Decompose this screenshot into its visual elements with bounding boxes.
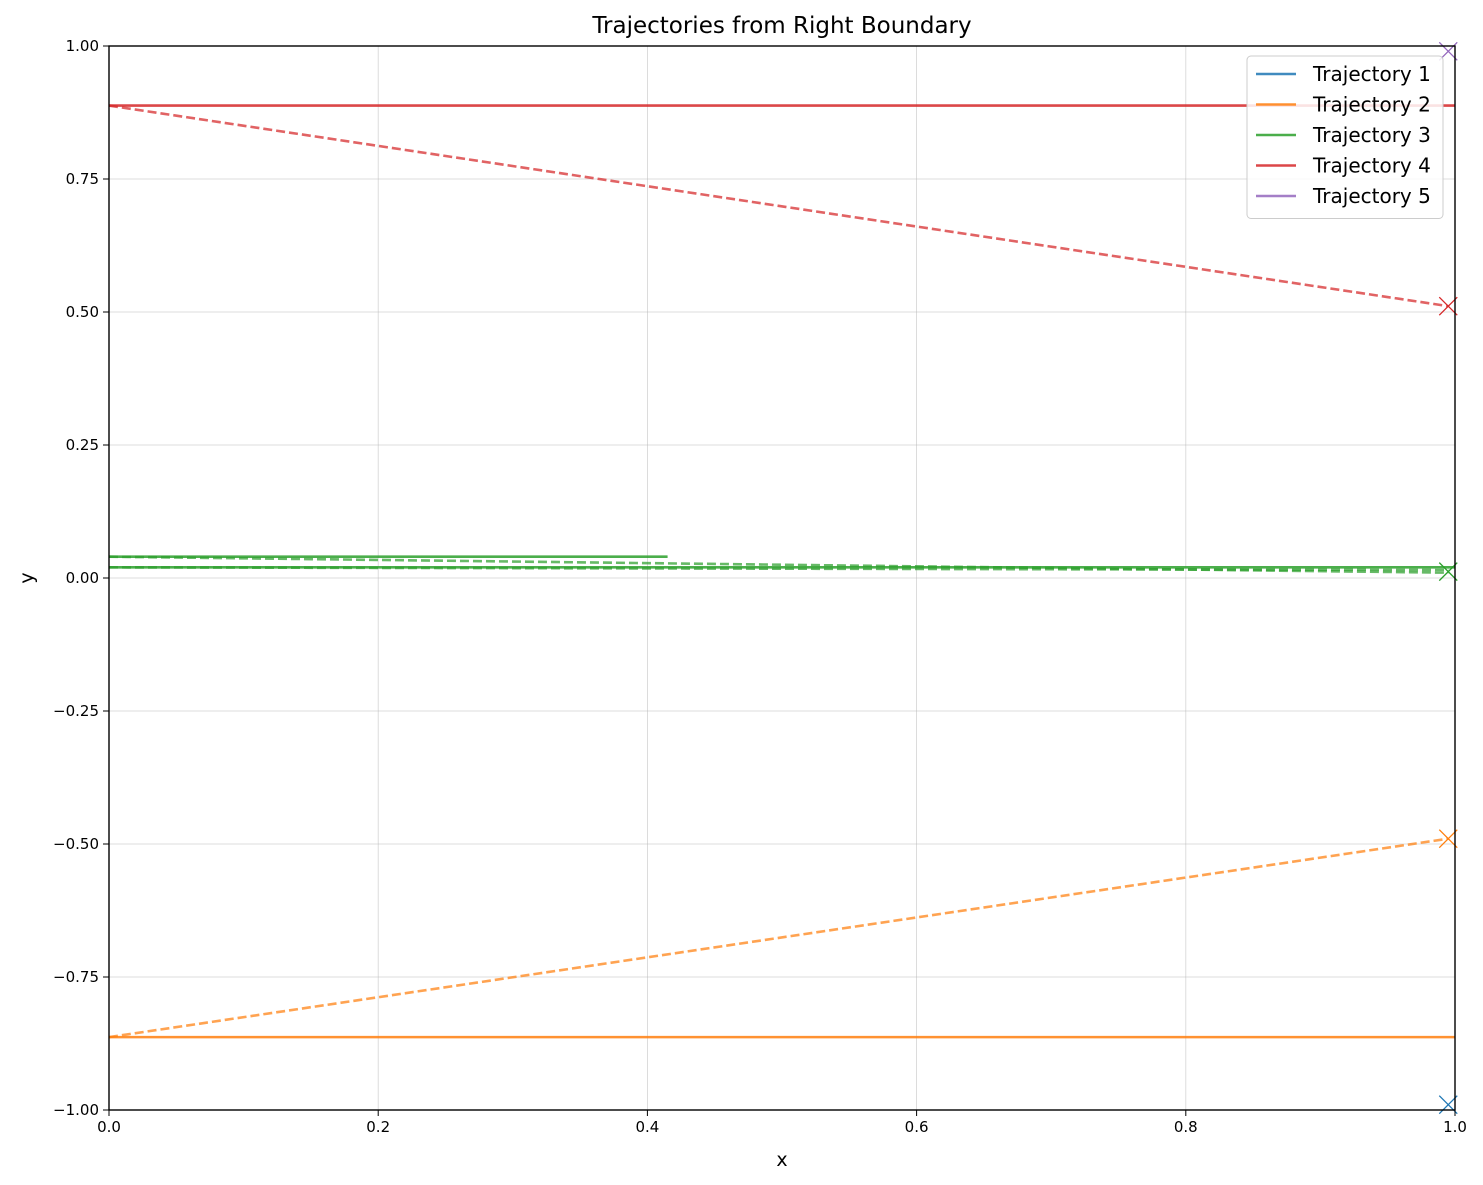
series-2-dashed-line bbox=[108, 837, 1449, 1039]
x-tick-label: 0.8 bbox=[1174, 1118, 1198, 1136]
legend-label: Trajectory 1 bbox=[1312, 62, 1431, 86]
legend-item: Trajectory 1 bbox=[1256, 62, 1431, 86]
x-tick-label: 0.2 bbox=[366, 1118, 390, 1136]
y-tick-label: 0.00 bbox=[66, 569, 99, 587]
chart-title: Trajectories from Right Boundary bbox=[591, 13, 971, 39]
series-3-dashed-line bbox=[108, 566, 1449, 572]
series-4-end-marker bbox=[1438, 296, 1458, 316]
legend-box bbox=[1246, 55, 1444, 219]
series-2-end-marker bbox=[1438, 829, 1458, 849]
legend-item: Trajectory 2 bbox=[1256, 93, 1431, 117]
y-tick-label: 0.75 bbox=[66, 170, 99, 188]
series-4-dashed-line bbox=[108, 104, 1449, 308]
series-3-dashed-line bbox=[108, 555, 1449, 574]
x-tick-label: 1.0 bbox=[1443, 1118, 1467, 1136]
legend-label: Trajectory 2 bbox=[1312, 93, 1431, 117]
legend-item: Trajectory 4 bbox=[1256, 154, 1431, 178]
legend-item: Trajectory 5 bbox=[1256, 184, 1431, 208]
y-tick-label: −0.50 bbox=[53, 835, 99, 853]
legend-label: Trajectory 4 bbox=[1312, 154, 1431, 178]
series-layer bbox=[108, 104, 1455, 1039]
y-tick-label: −1.00 bbox=[53, 1101, 99, 1119]
x-axis-label: x bbox=[776, 1149, 787, 1171]
legend-label: Trajectory 5 bbox=[1312, 184, 1431, 208]
legend: Trajectory 1 Trajectory 2 Trajectory 3 Traj… bbox=[1246, 55, 1444, 219]
x-tick-label: 0.0 bbox=[97, 1118, 121, 1136]
legend-item: Trajectory 3 bbox=[1256, 123, 1431, 147]
y-tick-label: −0.25 bbox=[53, 702, 99, 720]
legend-label: Trajectory 3 bbox=[1312, 123, 1431, 147]
ticks: 0.0 0.2 0.4 0.6 0.8 1.0 −1.00 −0.75 −0.50 −0.25 0.… bbox=[53, 37, 1467, 1136]
x-tick-label: 0.6 bbox=[905, 1118, 929, 1136]
series-3-end-marker bbox=[1438, 562, 1458, 582]
y-tick-label: −0.75 bbox=[53, 968, 99, 986]
y-axis-label: y bbox=[16, 572, 38, 583]
y-tick-label: 0.25 bbox=[66, 436, 99, 454]
x-tick-label: 0.4 bbox=[635, 1118, 659, 1136]
y-tick-label: 0.50 bbox=[66, 303, 99, 321]
y-tick-label: 1.00 bbox=[66, 37, 99, 55]
